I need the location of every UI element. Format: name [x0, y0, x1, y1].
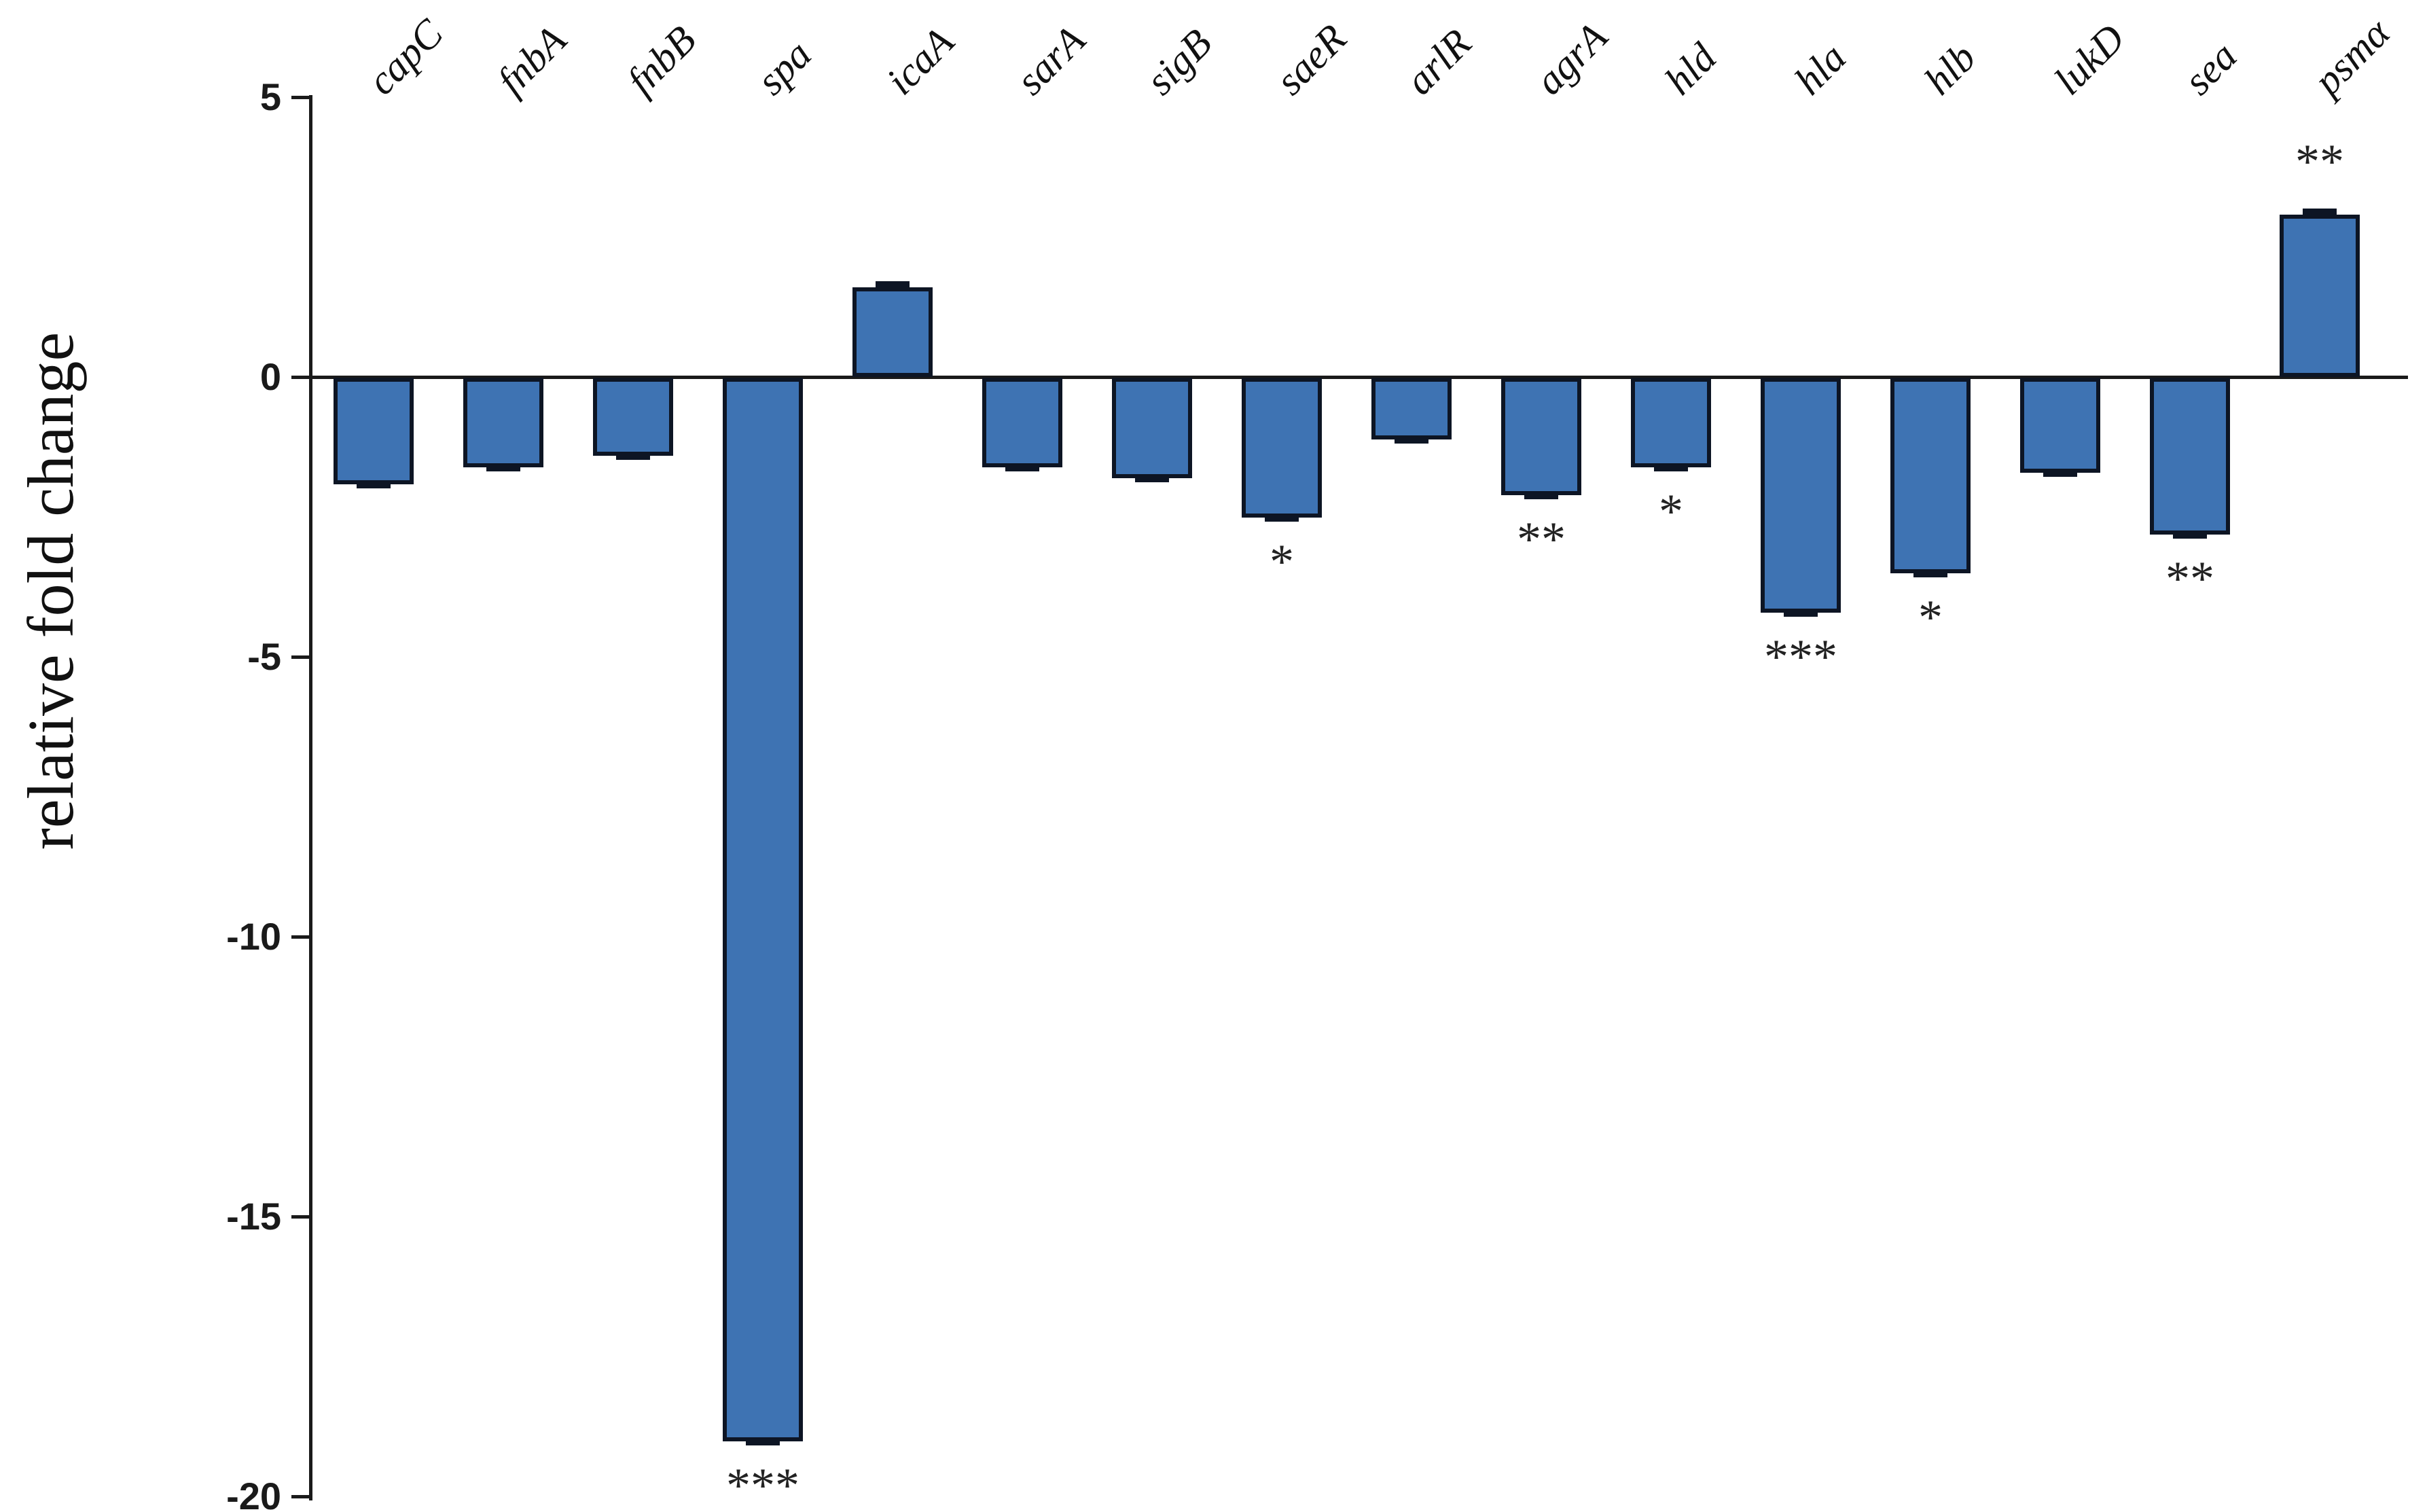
x-axis-zero-line — [309, 376, 2408, 379]
y-tick-label: -10 — [226, 915, 281, 958]
x-label-fnbB: fnbB — [618, 17, 705, 103]
bar-fnbA — [463, 378, 543, 467]
y-tick-label: 0 — [259, 355, 281, 398]
bar-lukD — [2020, 378, 2100, 473]
bar-arlR — [1371, 378, 1452, 439]
bar-fnbB — [593, 378, 673, 456]
significance-agrA: ** — [1517, 512, 1566, 567]
bar-capC — [334, 378, 414, 484]
error-bar-sigB — [1135, 475, 1169, 483]
y-tick-label: -15 — [226, 1195, 281, 1238]
bar-icaA — [852, 287, 933, 377]
error-bar-hla — [1784, 610, 1818, 617]
y-tick-mark — [291, 376, 309, 379]
x-label-sarA: sarA — [1007, 17, 1094, 104]
error-bar-fnbA — [486, 464, 520, 471]
x-label-lukD: lukD — [2045, 15, 2134, 103]
y-tick-mark — [291, 935, 309, 939]
y-tick-mark — [291, 1495, 309, 1498]
x-label-spa: spa — [748, 31, 820, 103]
error-bar-fnbB — [616, 453, 650, 461]
error-bar-sea — [2173, 531, 2207, 539]
bar-sea — [2150, 378, 2230, 535]
error-bar-capC — [357, 481, 391, 488]
y-tick-mark — [291, 655, 309, 659]
x-label-agrA: agrA — [1526, 14, 1616, 104]
bar-sarA — [982, 378, 1062, 467]
y-tick-mark — [291, 96, 309, 99]
x-label-hlb: hlb — [1916, 35, 1985, 103]
x-label-sea: sea — [2175, 33, 2246, 103]
error-bar-hld — [1654, 464, 1688, 471]
bar-hlb — [1890, 378, 1971, 574]
bar-hld — [1631, 378, 1711, 467]
error-bar-psmα — [2303, 209, 2337, 216]
x-label-saeR: saeR — [1267, 15, 1355, 103]
error-bar-icaA — [876, 281, 910, 289]
significance-saeR: * — [1270, 535, 1294, 589]
x-label-psmα: psmα — [2305, 10, 2398, 103]
significance-sea: ** — [2165, 551, 2214, 606]
y-tick-label: 5 — [259, 75, 281, 118]
significance-spa: *** — [726, 1458, 799, 1512]
x-label-hld: hld — [1656, 35, 1725, 103]
y-axis-line — [309, 95, 312, 1500]
significance-hlb: * — [1918, 590, 1943, 645]
y-tick-label: -20 — [226, 1475, 281, 1512]
y-axis-title: relative fold change — [14, 331, 87, 850]
x-label-icaA: icaA — [878, 18, 963, 103]
error-bar-hlb — [1913, 571, 1947, 578]
bar-saeR — [1242, 378, 1322, 518]
x-label-sigB: sigB — [1137, 20, 1221, 104]
error-bar-arlR — [1395, 436, 1428, 444]
bar-agrA — [1501, 378, 1581, 496]
error-bar-agrA — [1524, 492, 1558, 500]
significance-hld: * — [1659, 484, 1683, 539]
significance-hla: *** — [1764, 630, 1837, 685]
significance-psmα: ** — [2295, 134, 2344, 190]
y-tick-mark — [291, 1215, 309, 1219]
bar-hla — [1761, 378, 1841, 613]
x-label-arlR: arlR — [1397, 20, 1480, 104]
x-label-capC: capC — [359, 10, 452, 104]
y-tick-label: -5 — [247, 635, 281, 678]
bar-sigB — [1112, 378, 1192, 479]
error-bar-saeR — [1265, 515, 1299, 522]
x-label-hla: hla — [1786, 35, 1855, 103]
bar-spa — [723, 378, 803, 1441]
error-bar-sarA — [1005, 464, 1039, 471]
bar-psmα — [2280, 215, 2360, 377]
error-bar-spa — [746, 1438, 780, 1445]
error-bar-lukD — [2043, 470, 2077, 478]
x-label-fnbA: fnbA — [488, 17, 575, 103]
